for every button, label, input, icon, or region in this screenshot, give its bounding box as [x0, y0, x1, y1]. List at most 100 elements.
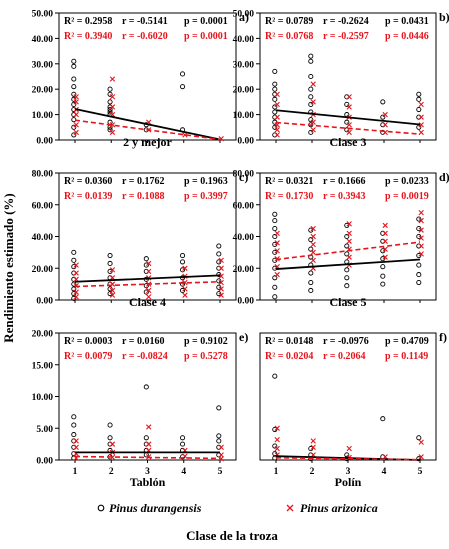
point-arizonica: [346, 254, 352, 260]
point-arizonica: [146, 287, 152, 294]
point-arizonica: [346, 122, 352, 128]
point-durangensis: [179, 281, 186, 287]
point-arizonica: [310, 81, 316, 87]
y-axis-label: Rendimiento estimado (%): [1, 193, 16, 343]
point-arizonica: [418, 209, 424, 216]
point-durangensis: [308, 270, 314, 276]
point-arizonica: [310, 241, 316, 248]
point-durangensis: [380, 281, 386, 287]
stat-r: r = 0.1088: [122, 191, 164, 202]
point-durangensis: [380, 114, 386, 120]
point-arizonica: [382, 230, 388, 237]
point-durangensis: [272, 226, 278, 232]
panel-letter: a): [239, 10, 249, 24]
y-tick-label: 80.00: [233, 170, 255, 180]
point-durangensis: [272, 249, 278, 255]
trend-line-arizonica: [74, 119, 221, 141]
y-tick-label: 30.00: [32, 60, 54, 70]
stat-r2: R² = 0.0139: [64, 191, 112, 202]
point-durangensis: [143, 262, 149, 268]
stat-r2: R² = 0.0321: [265, 176, 313, 187]
point-arizonica: [73, 438, 79, 444]
point-durangensis: [272, 426, 278, 433]
point-durangensis: [272, 86, 278, 92]
point-durangensis: [71, 422, 77, 428]
point-durangensis: [179, 71, 186, 77]
point-arizonica: [218, 292, 224, 298]
point-arizonica: [109, 441, 116, 447]
point-arizonica: [274, 127, 280, 133]
point-durangensis: [71, 432, 77, 438]
point-arizonica: [418, 235, 424, 241]
point-durangensis: [216, 243, 222, 249]
stat-r2: R² = 0.0204: [265, 351, 313, 362]
point-durangensis: [272, 443, 278, 449]
point-arizonica: [310, 438, 316, 444]
panel-letter: e): [239, 330, 248, 344]
y-tick-label: 50.00: [233, 10, 255, 20]
point-durangensis: [179, 441, 186, 447]
point-arizonica: [382, 238, 388, 244]
y-tick-label: 50.00: [32, 10, 54, 20]
panel-letter: d): [439, 170, 449, 184]
point-durangensis: [216, 272, 222, 278]
stat-p: p = 0.3997: [184, 191, 228, 202]
point-durangensis: [179, 259, 186, 265]
trend-line-durangensis: [74, 108, 221, 141]
point-arizonica: [310, 444, 316, 450]
point-arizonica: [146, 268, 152, 275]
point-durangensis: [216, 284, 222, 290]
y-tick-label: 20.00: [32, 86, 54, 96]
point-durangensis: [344, 283, 350, 289]
point-durangensis: [272, 241, 278, 247]
point-arizonica: [382, 111, 388, 118]
stat-p: p = 0.0001: [184, 31, 228, 42]
point-durangensis: [380, 416, 386, 422]
point-arizonica: [182, 132, 188, 138]
point-arizonica: [73, 122, 79, 128]
point-arizonica: [310, 257, 316, 264]
point-durangensis: [272, 109, 278, 115]
point-arizonica: [73, 444, 79, 450]
legend-x-marker: [286, 504, 294, 512]
point-durangensis: [344, 251, 350, 257]
stat-r2: R² = 0.0768: [265, 31, 313, 42]
x-tick-label: 2: [310, 467, 315, 477]
stat-p: p = 0.0431: [385, 16, 429, 27]
point-durangensis: [272, 294, 278, 300]
point-durangensis: [416, 435, 422, 441]
y-tick-label: 0.00: [237, 297, 254, 307]
legend-circle-marker: [97, 504, 105, 512]
y-tick-label: 30.00: [233, 60, 255, 70]
point-durangensis: [179, 84, 186, 90]
point-arizonica: [418, 454, 424, 460]
point-arizonica: [346, 221, 352, 227]
point-durangensis: [416, 96, 422, 102]
point-durangensis: [308, 237, 314, 243]
point-durangensis: [216, 259, 222, 265]
point-arizonica: [218, 456, 224, 462]
point-durangensis: [272, 124, 278, 130]
point-durangensis: [416, 262, 422, 268]
point-durangensis: [272, 81, 278, 87]
x-tick-label: 3: [346, 467, 351, 477]
point-durangensis: [107, 260, 113, 267]
point-durangensis: [143, 435, 149, 441]
x-tick-label: 4: [382, 467, 387, 477]
stat-r: r = -0.0976: [323, 336, 369, 347]
point-durangensis: [71, 291, 77, 297]
point-durangensis: [380, 256, 386, 262]
point-arizonica: [73, 111, 79, 118]
point-arizonica: [109, 129, 116, 136]
point-arizonica: [274, 436, 280, 443]
panel-e: 0.00 5.00 10.00 15.00 20.00 1 2 3 4 5 R² = 0.0003 r…: [32, 330, 249, 490]
legend-label-durangensis: Pinus durangensis: [109, 501, 202, 515]
point-durangensis: [107, 109, 113, 115]
point-arizonica: [382, 254, 388, 260]
point-durangensis: [107, 127, 113, 133]
point-durangensis: [216, 405, 222, 411]
point-durangensis: [308, 279, 314, 286]
trend-line-arizonica: [74, 455, 221, 460]
stat-r: r = 0.1762: [122, 176, 164, 187]
point-durangensis: [216, 291, 222, 297]
